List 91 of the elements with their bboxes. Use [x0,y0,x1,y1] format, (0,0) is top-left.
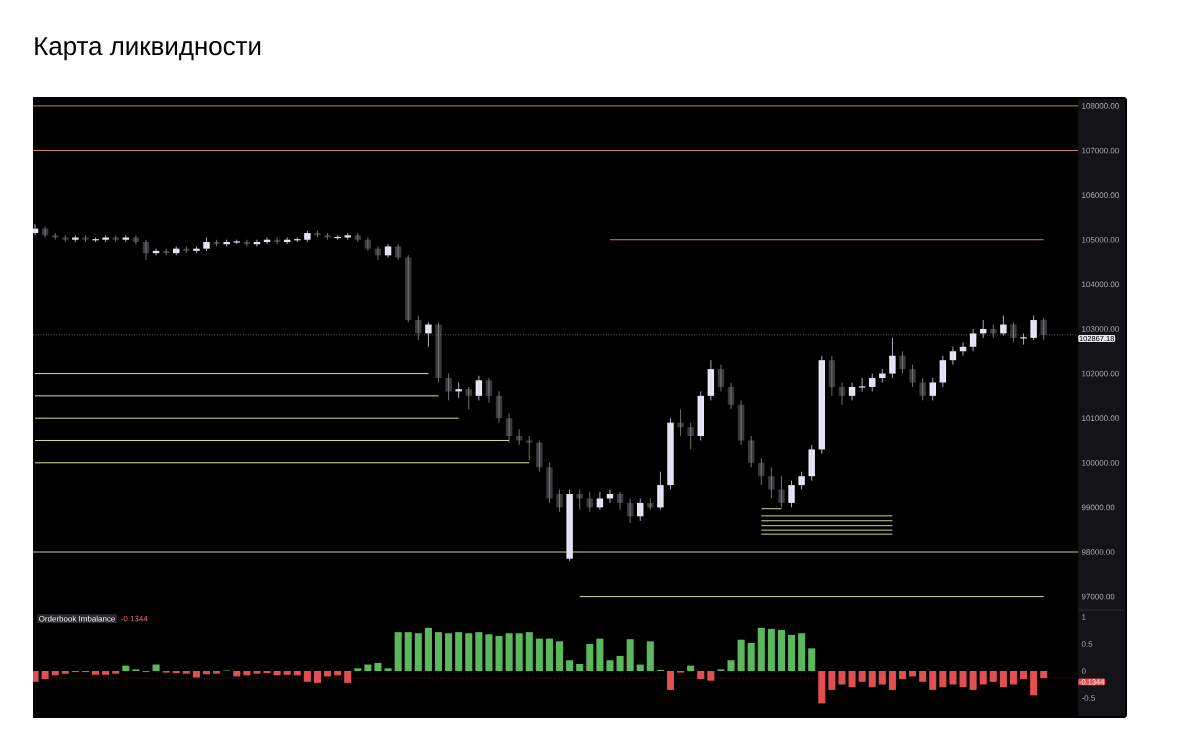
bar [475,632,483,672]
bar [535,638,543,672]
candlestick [788,480,795,508]
candlestick [51,232,59,241]
candlestick [919,377,926,401]
bar [485,634,493,672]
candlestick [899,350,906,374]
bar [293,671,301,676]
bar [213,671,221,674]
bar [324,671,332,677]
candlestick [1040,317,1047,341]
candlestick [232,239,241,245]
candlestick [203,237,210,252]
bar [788,634,796,672]
candlestick [536,440,543,473]
candlestick [556,489,563,513]
bar [777,629,785,672]
bar [909,671,917,677]
bar [283,671,291,675]
candlestick [778,475,785,508]
bar [747,642,755,672]
bar [596,638,604,672]
bar [364,664,372,672]
candlestick [889,337,896,379]
candlestick [858,377,866,392]
bar [384,668,392,672]
bar [525,632,533,672]
bar [646,641,654,672]
candlestick [909,364,916,388]
bar [566,660,574,672]
bar [233,671,241,677]
bar [414,633,422,672]
bar [182,671,190,674]
candlestick [526,435,533,461]
candlestick [758,457,765,486]
bar [404,632,412,672]
candlestick [415,315,422,341]
bar [616,655,624,672]
bar [354,668,362,672]
candlestick [657,471,664,511]
bar [102,671,110,675]
bar [545,638,553,672]
bar [112,671,120,674]
bar [424,627,432,672]
candlestick [808,444,815,482]
bar [51,671,59,676]
bar [737,639,745,672]
bar [455,632,463,672]
bar [505,633,513,672]
bar [576,664,584,672]
bar [626,639,634,672]
bar [515,633,523,672]
bar [767,628,775,672]
bar [152,664,160,672]
bar [374,662,382,672]
candlestick [768,466,775,499]
bar [586,644,594,672]
candlestick [566,489,573,562]
candlestick [324,232,331,241]
bar [122,665,130,672]
candlestick [546,462,553,504]
bar [757,627,765,672]
bar [606,660,614,672]
bar [687,665,695,672]
candlestick [798,471,805,490]
bar [727,660,735,672]
bar [92,671,100,675]
bar [556,641,564,672]
bar [243,671,251,676]
bar [445,633,453,672]
candlestick [667,417,674,490]
candlestick [435,321,442,383]
bar [263,671,271,674]
candlestick [304,230,311,243]
bar [394,632,402,672]
bar [202,671,211,675]
bar [273,671,281,676]
bar [61,671,69,674]
bar [636,664,644,672]
bar [172,671,180,674]
bar [334,671,342,676]
bar [808,648,816,672]
candlestick [445,373,452,401]
candlestick [344,232,351,241]
chart-title: Карта ликвидности [35,37,261,61]
bar [798,633,806,672]
bar [253,671,261,674]
bar [495,635,503,672]
bar [465,633,473,672]
candlestick [687,422,694,450]
bar [434,632,443,672]
